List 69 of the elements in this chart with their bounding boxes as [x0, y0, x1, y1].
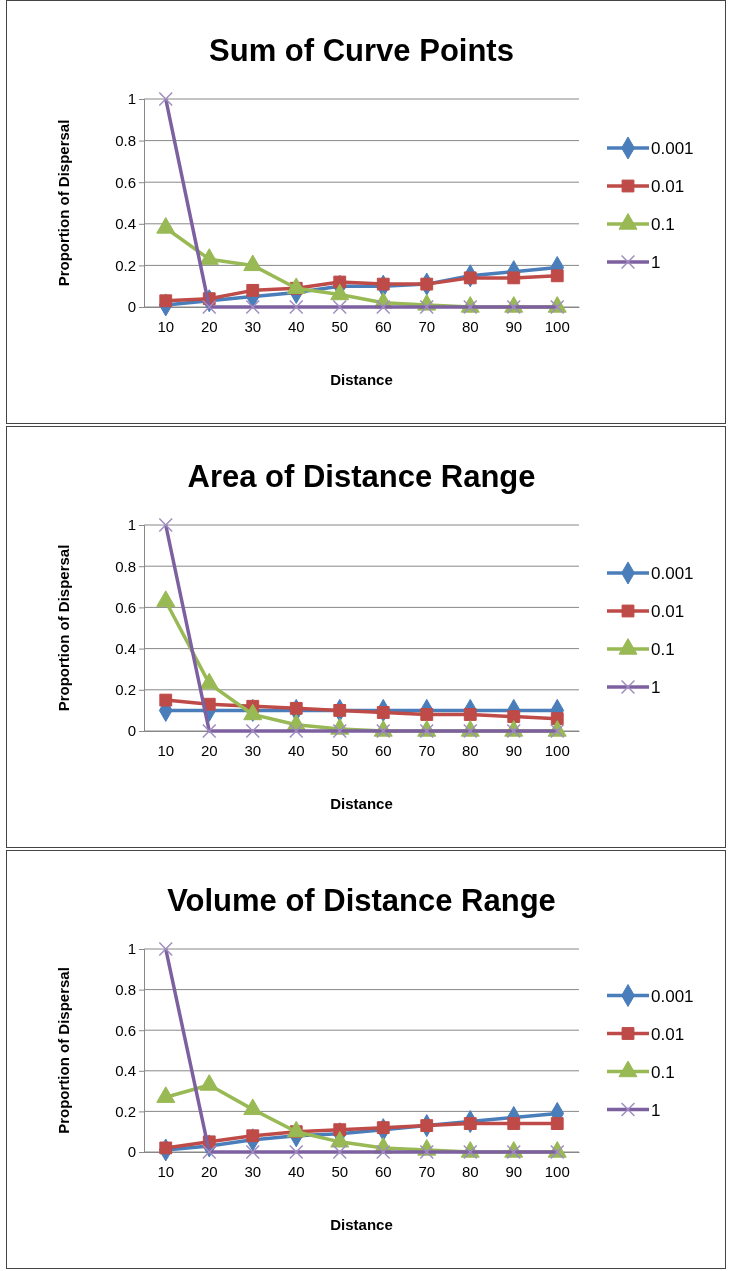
- y-tick-label: 0.2: [115, 681, 136, 699]
- y-tick-label: 0.6: [115, 173, 136, 191]
- x-tick-label: 90: [505, 317, 523, 335]
- y-tick-label: 0.4: [115, 1062, 136, 1080]
- y-tick-label: 0: [127, 298, 136, 316]
- x-axis-title: Distance: [330, 371, 393, 388]
- x-tick-label: 50: [331, 1162, 349, 1180]
- x-tick-label: 30: [244, 1162, 262, 1180]
- legend-label: 0.01: [651, 1024, 685, 1044]
- x-tick-label: 80: [461, 317, 479, 335]
- y-tick-label: 1: [127, 940, 136, 958]
- x-tick-label: 10: [157, 1162, 175, 1180]
- x-tick-label: 60: [374, 317, 392, 335]
- x-tick-label: 60: [374, 1162, 392, 1180]
- x-tick-label: 70: [418, 1162, 436, 1180]
- y-tick-label: 0.4: [115, 215, 136, 233]
- x-tick-label: 100: [544, 317, 570, 335]
- y-tick-label: 0.2: [115, 256, 136, 274]
- x-tick-label: 70: [418, 741, 436, 759]
- y-tick-label: 0.4: [115, 639, 136, 657]
- x-tick-label: 40: [287, 741, 305, 759]
- chart-title: Sum of Curve Points: [209, 33, 514, 68]
- legend-label: 1: [651, 678, 661, 697]
- x-tick-label: 40: [287, 317, 305, 335]
- x-axis-title: Distance: [330, 795, 393, 812]
- y-tick-label: 0: [127, 722, 136, 740]
- y-tick-label: 1: [127, 90, 136, 108]
- x-tick-label: 10: [157, 317, 175, 335]
- legend-label: 0.001: [651, 986, 694, 1006]
- legend-label: 0.01: [651, 177, 685, 196]
- x-tick-label: 20: [200, 1162, 218, 1180]
- y-tick-label: 0.8: [115, 131, 136, 149]
- x-tick-label: 50: [331, 317, 349, 335]
- legend-label: 1: [651, 253, 661, 272]
- x-tick-label: 90: [505, 1162, 523, 1180]
- legend-label: 0.1: [651, 1062, 675, 1082]
- x-tick-label: 70: [418, 317, 436, 335]
- legend-label: 0.001: [651, 564, 694, 583]
- x-tick-label: 40: [287, 1162, 305, 1180]
- y-tick-label: 0.6: [115, 1021, 136, 1039]
- y-axis-title: Proportion of Dispersal: [55, 967, 72, 1134]
- x-tick-label: 100: [544, 741, 570, 759]
- y-tick-label: 0.2: [115, 1102, 136, 1120]
- x-tick-label: 80: [461, 741, 479, 759]
- x-axis-title: Distance: [330, 1216, 393, 1233]
- x-tick-label: 20: [200, 317, 218, 335]
- y-tick-label: 0.6: [115, 598, 136, 616]
- x-tick-label: 90: [505, 741, 523, 759]
- y-tick-label: 0.8: [115, 980, 136, 998]
- x-tick-label: 20: [200, 741, 218, 759]
- legend-label: 0.01: [651, 602, 685, 621]
- legend-label: 0.1: [651, 640, 675, 659]
- y-tick-label: 0: [127, 1143, 136, 1161]
- y-axis-title: Proportion of Dispersal: [55, 119, 72, 287]
- x-tick-label: 30: [244, 317, 262, 335]
- legend-label: 0.001: [651, 139, 694, 158]
- chart-title: Volume of Distance Range: [167, 883, 556, 918]
- y-axis-title: Proportion of Dispersal: [55, 544, 72, 712]
- y-tick-label: 0.8: [115, 557, 136, 575]
- x-tick-label: 30: [244, 741, 262, 759]
- y-tick-label: 1: [127, 516, 136, 534]
- x-tick-label: 80: [461, 1162, 479, 1180]
- legend-label: 1: [651, 1100, 661, 1120]
- x-tick-label: 60: [374, 741, 392, 759]
- x-tick-label: 100: [544, 1162, 570, 1180]
- chart-title: Area of Distance Range: [187, 459, 536, 494]
- x-tick-label: 10: [157, 741, 175, 759]
- legend-label: 0.1: [651, 215, 675, 234]
- x-tick-label: 50: [331, 741, 349, 759]
